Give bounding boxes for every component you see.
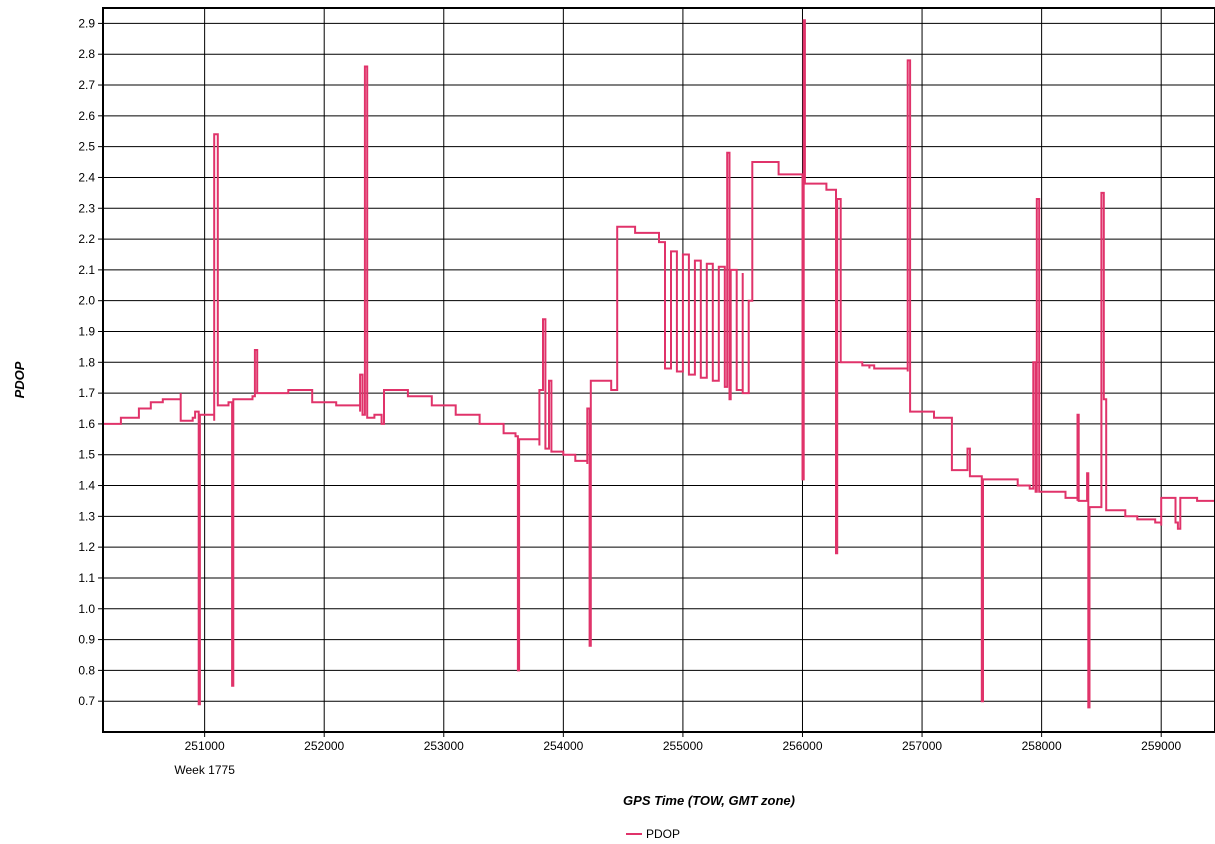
- x-tick-label: 251000: [185, 739, 225, 753]
- y-tick-label: 1.6: [78, 417, 95, 431]
- y-tick-label: 1.8: [78, 355, 95, 369]
- y-tick-label: 2.3: [78, 201, 95, 215]
- y-tick-label: 2.6: [78, 109, 95, 123]
- x-tick-label: 259000: [1141, 739, 1181, 753]
- x-tick-label: 252000: [304, 739, 344, 753]
- y-tick-label: 2.4: [78, 170, 95, 184]
- y-tick-label: 1.3: [78, 509, 95, 523]
- x-tick-label: 254000: [543, 739, 583, 753]
- y-axis-ticks: 0.7 0.8 0.9 1.0 1.1 1.2 1.3 1.4 1.5 1.6 1.7 1.8 1.9 2…: [78, 16, 103, 708]
- week-label: Week 1775: [174, 763, 235, 777]
- x-tick-label: 253000: [424, 739, 464, 753]
- y-tick-label: 2.2: [78, 232, 95, 246]
- y-tick-label: 1.2: [78, 540, 95, 554]
- legend-label-pdop: PDOP: [646, 827, 680, 841]
- x-tick-label: 255000: [663, 739, 703, 753]
- x-tick-label: 256000: [782, 739, 822, 753]
- y-tick-label: 2.0: [78, 294, 95, 308]
- y-tick-label: 0.9: [78, 633, 95, 647]
- y-tick-label: 1.0: [78, 602, 95, 616]
- gridlines: [103, 8, 1215, 732]
- y-tick-label: 1.1: [78, 571, 95, 585]
- y-tick-label: 2.7: [78, 78, 95, 92]
- x-tick-label: 258000: [1022, 739, 1062, 753]
- y-tick-label: 1.7: [78, 386, 95, 400]
- y-tick-label: 2.5: [78, 140, 95, 154]
- y-tick-label: 0.8: [78, 663, 95, 677]
- y-tick-label: 1.9: [78, 324, 95, 338]
- y-tick-label: 1.5: [78, 448, 95, 462]
- x-tick-label: 257000: [902, 739, 942, 753]
- plot-frame: [102, 7, 1215, 733]
- series-layer: [103, 19, 1215, 709]
- y-tick-label: 1.4: [78, 479, 95, 493]
- x-axis-ticks: 251000 252000 253000 254000 255000 256000 2570…: [185, 732, 1182, 753]
- y-tick-label: 2.9: [78, 16, 95, 30]
- y-axis-title: PDOP: [12, 361, 27, 398]
- y-tick-label: 2.8: [78, 47, 95, 61]
- y-tick-label: 0.7: [78, 694, 95, 708]
- x-axis-title: GPS Time (TOW, GMT zone): [623, 793, 795, 808]
- series-line-pdop: [103, 19, 1215, 709]
- legend: PDOP: [626, 827, 680, 841]
- y-tick-label: 2.1: [78, 263, 95, 277]
